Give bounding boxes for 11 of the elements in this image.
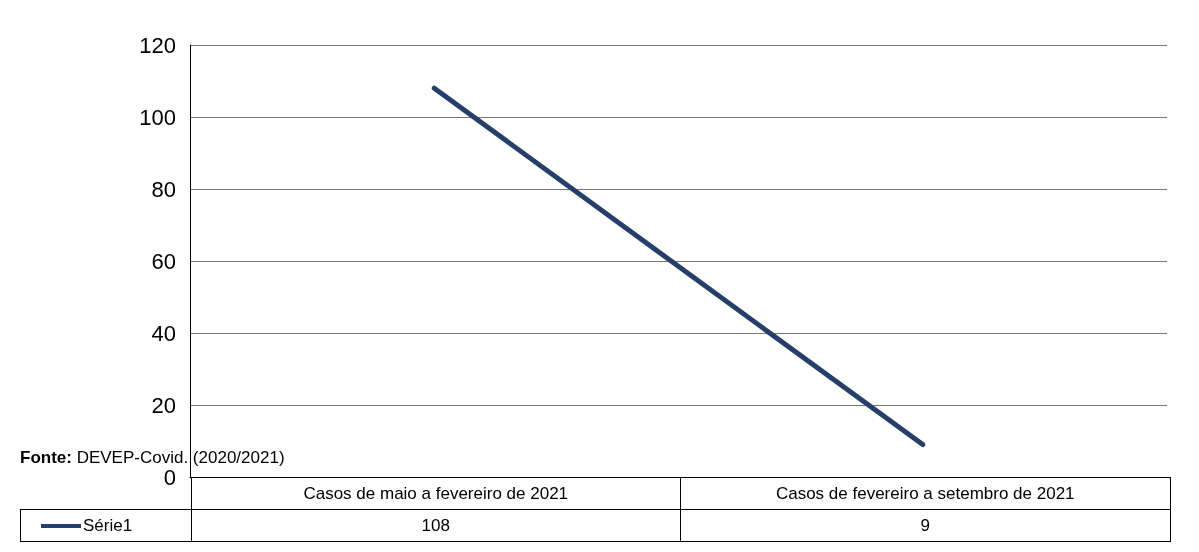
y-tick-label: 120 <box>139 32 176 58</box>
data-label: 108 <box>191 509 681 542</box>
y-tick-label: 80 <box>151 176 176 202</box>
y-tick-label: 60 <box>151 248 176 274</box>
x-tick-label: Casos de maio a fevereiro de 2021 <box>191 477 681 510</box>
data-label: 9 <box>680 509 1170 542</box>
y-tick-label: 20 <box>151 392 176 418</box>
legend-label: Série1 <box>20 509 191 542</box>
y-tick-label: 40 <box>151 320 176 346</box>
x-tick-label: Casos de fevereiro a setembro de 2021 <box>680 477 1170 510</box>
y-tick-label: 100 <box>139 104 176 130</box>
